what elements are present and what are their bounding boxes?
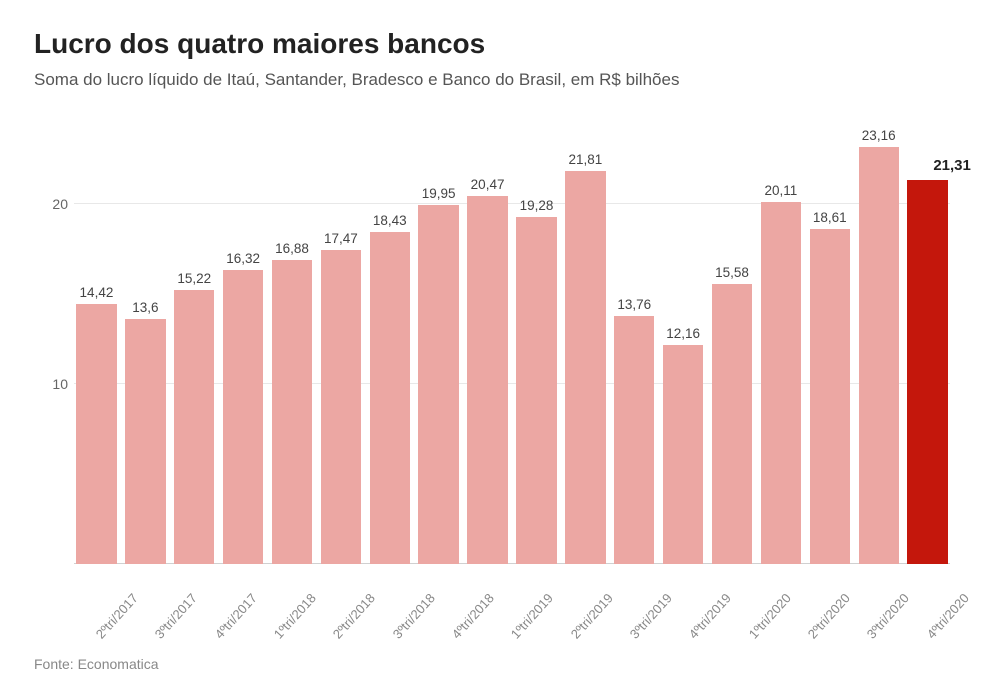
bar-value-label: 16,32: [226, 251, 260, 266]
bar: [712, 284, 752, 564]
bar: [76, 304, 116, 564]
chart-area: 14,42 13,6 15,22 16,32 16,88 17,47 18,43 19,95 2…: [34, 114, 950, 614]
x-tick-label: 1ºtri/2018: [252, 564, 307, 614]
bar-column: 15,58: [710, 114, 755, 564]
bar: [272, 260, 312, 564]
bar-value-label: 15,58: [715, 265, 749, 280]
bar-highlight: [907, 180, 947, 564]
bar-column: 14,42: [74, 114, 119, 564]
x-tick-label: 2ºtri/2017: [74, 564, 129, 614]
x-tick-label: 3ºtri/2017: [133, 564, 188, 614]
x-tick-label: 1ºtri/2019: [489, 564, 544, 614]
bar-column: 21,81: [563, 114, 608, 564]
x-tick-label: 1ºtri/2020: [727, 564, 782, 614]
plot-area: 14,42 13,6 15,22 16,32 16,88 17,47 18,43 19,95 2…: [74, 114, 950, 564]
bar: [614, 316, 654, 564]
y-tick-label: 20: [34, 196, 68, 212]
bar-value-label: 15,22: [177, 271, 211, 286]
bar-value-label: 13,76: [617, 297, 651, 312]
bar-value-label: 13,6: [132, 300, 158, 315]
x-tick-label: 3ºtri/2018: [371, 564, 426, 614]
bar-column: 19,28: [514, 114, 559, 564]
bar: [859, 147, 899, 564]
x-tick-label: 4ºtri/2017: [193, 564, 248, 614]
x-tick-label: 3ºtri/2020: [845, 564, 900, 614]
bar-column: 12,16: [661, 114, 706, 564]
bar-column: 18,43: [367, 114, 412, 564]
chart-container: Lucro dos quatro maiores bancos Soma do …: [0, 0, 984, 690]
bar-column: 20,11: [758, 114, 803, 564]
bar-column: 20,47: [465, 114, 510, 564]
bar-value-label: 19,95: [422, 186, 456, 201]
bar-value-label: 20,11: [765, 183, 798, 198]
bar-value-label: 18,61: [813, 210, 847, 225]
chart-footer: Fonte: Economatica: [34, 656, 159, 672]
bar: [761, 202, 801, 564]
bar: [467, 196, 507, 564]
x-tick-label: 1ºtri/2021: [964, 564, 984, 614]
bar-column: 23,16: [856, 114, 901, 564]
x-tick-label: 4ºtri/2019: [667, 564, 722, 614]
x-tick-label: 4ºtri/2018: [430, 564, 485, 614]
chart-title: Lucro dos quatro maiores bancos: [34, 28, 950, 60]
bar-column: 13,76: [612, 114, 657, 564]
bar-value-label: 14,42: [80, 285, 114, 300]
bar-value-label: 18,43: [373, 213, 407, 228]
bar: [663, 345, 703, 564]
bar-value-label: 19,28: [520, 198, 554, 213]
bar-value-label: 12,16: [666, 326, 700, 341]
x-tick-label: 2ºtri/2020: [786, 564, 841, 614]
bar-value-label: 20,47: [471, 177, 505, 192]
chart-subtitle: Soma do lucro líquido de Itaú, Santander…: [34, 70, 950, 90]
bar-value-label: 17,47: [324, 231, 358, 246]
bar-column: 16,88: [270, 114, 315, 564]
bar: [223, 270, 263, 564]
bar-column: 15,22: [172, 114, 217, 564]
bar-value-label: 16,88: [275, 241, 309, 256]
bar-column: 21,31: [905, 114, 950, 564]
bar: [516, 217, 556, 564]
bar-value-label: 23,16: [862, 128, 896, 143]
bar: [810, 229, 850, 564]
bar-column: 13,6: [123, 114, 168, 564]
bar: [321, 250, 361, 564]
x-tick-label: 2ºtri/2019: [549, 564, 604, 614]
bar-column: 16,32: [221, 114, 266, 564]
bar-value-label: 21,81: [568, 152, 602, 167]
bar: [418, 205, 458, 564]
x-tick-label: 3ºtri/2019: [608, 564, 663, 614]
x-tick-label: 2ºtri/2018: [311, 564, 366, 614]
bar: [125, 319, 165, 564]
bar-column: 18,61: [807, 114, 852, 564]
bar-column: 19,95: [416, 114, 461, 564]
x-axis-labels: 2ºtri/20173ºtri/20174ºtri/20171ºtri/2018…: [74, 564, 950, 614]
y-tick-label: 10: [34, 376, 68, 392]
x-tick-label: 4ºtri/2020: [905, 564, 960, 614]
bar: [565, 171, 605, 564]
bar-column: 17,47: [318, 114, 363, 564]
bar: [174, 290, 214, 564]
bar-value-label: 21,31: [933, 157, 971, 174]
bar: [370, 232, 410, 564]
bars-group: 14,42 13,6 15,22 16,32 16,88 17,47 18,43 19,95 2…: [74, 114, 950, 564]
